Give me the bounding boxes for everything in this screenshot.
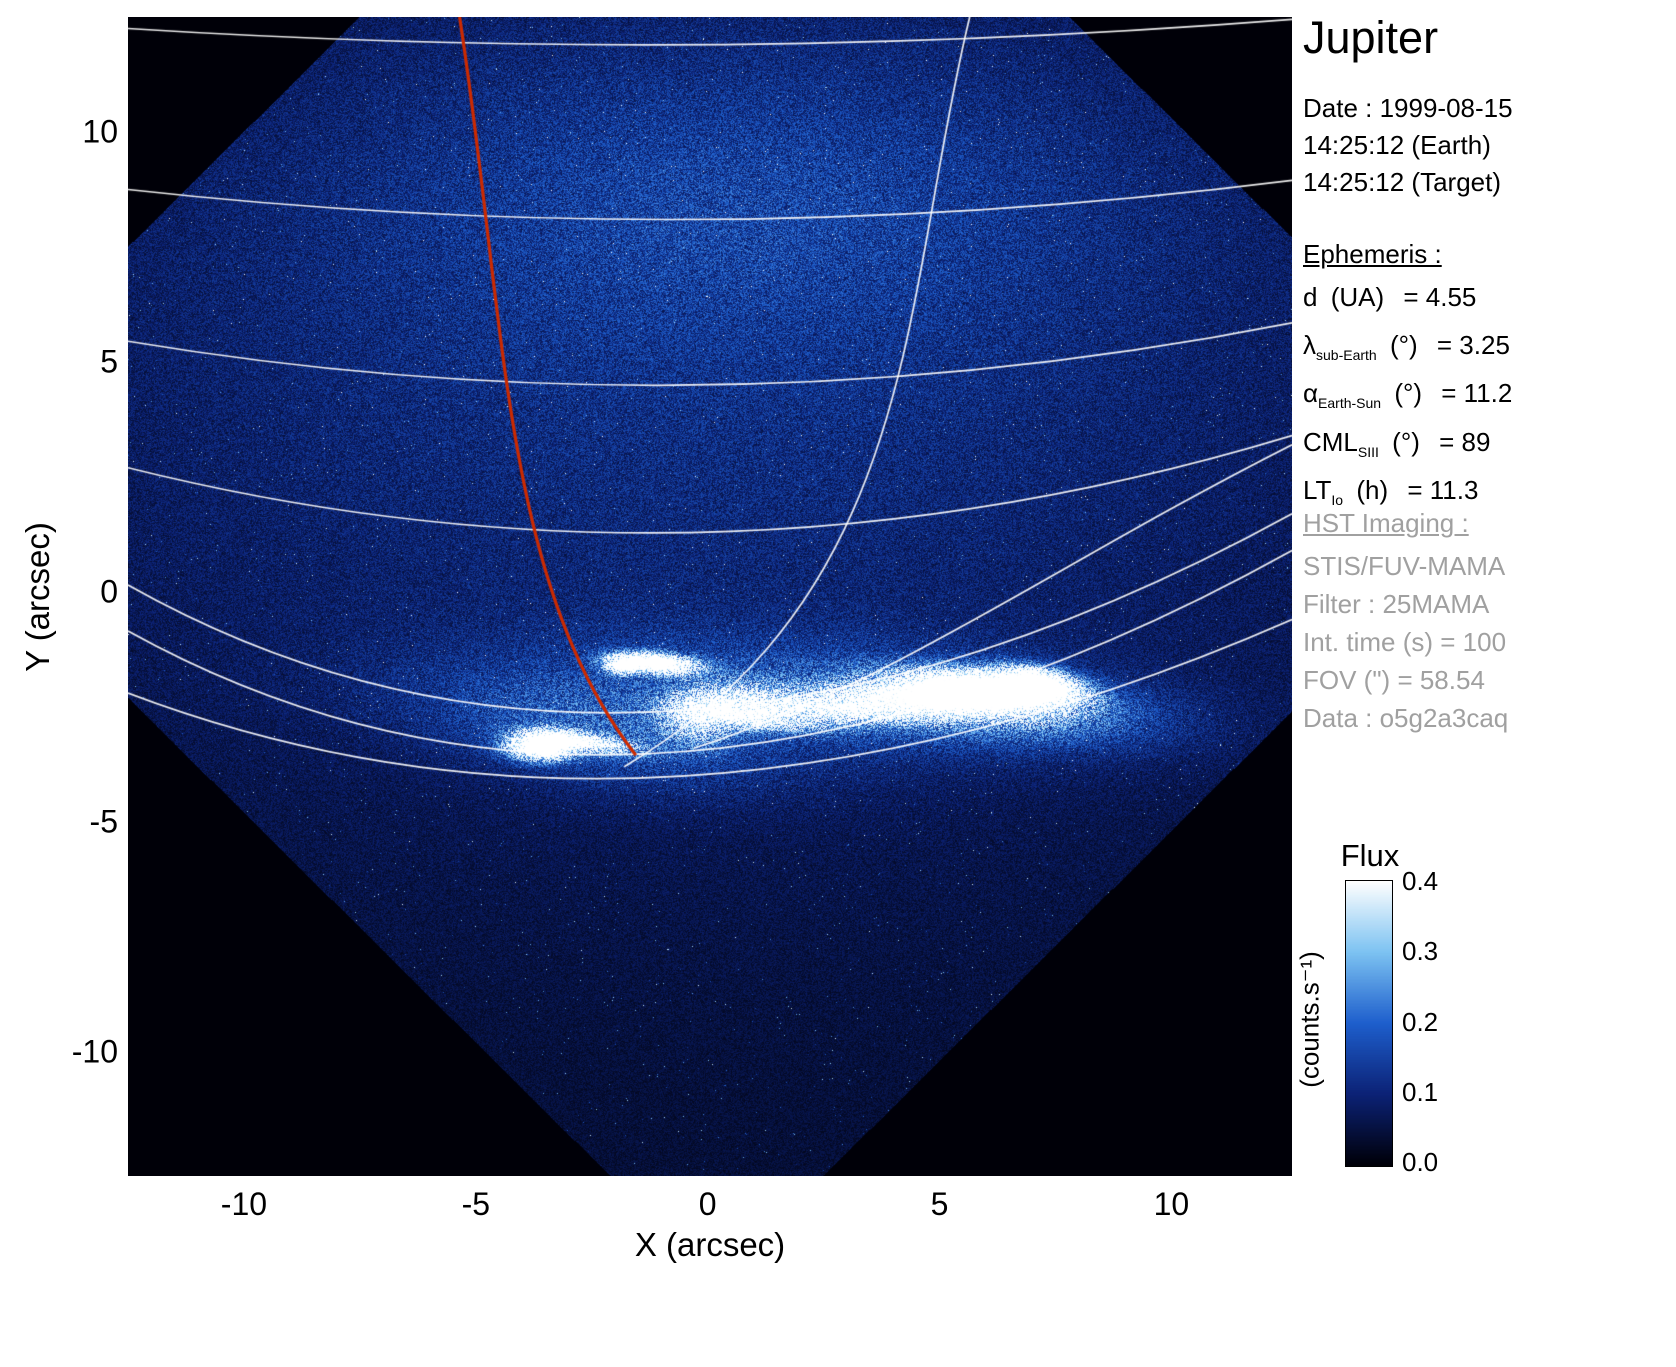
- date-line: Date : 1999-08-15: [1303, 93, 1513, 123]
- hst-imaging-header: HST Imaging :: [1303, 508, 1469, 538]
- ephemeris-row-phase-angle: αEarth-Sun (°) = 11.2: [1303, 374, 1512, 422]
- ephemeris-row-sub-earth-latitude: λsub-Earth (°) = 3.25: [1303, 326, 1512, 374]
- colorbar-tick-label: 0.3: [1402, 936, 1439, 967]
- x-tick-label: 0: [698, 1186, 717, 1222]
- colorbar-tick-label: 0.0: [1402, 1147, 1439, 1177]
- ephemeris-symbol-subscript: Earth-Sun: [1318, 395, 1382, 412]
- ephemeris-symbol-subscript: sub-Earth: [1316, 347, 1377, 364]
- ephemeris-symbol-subscript: Io: [1331, 491, 1344, 508]
- ephemeris-value: = 89: [1439, 426, 1491, 457]
- earth-time-line: 14:25:12 (Earth): [1303, 130, 1491, 160]
- y-tick-label: -10: [71, 1033, 118, 1070]
- ephemeris-symbol: d: [1303, 282, 1318, 312]
- hst-instrument-line: STIS/FUV-MAMA: [1303, 551, 1506, 581]
- y-tick-label: 10: [82, 113, 118, 150]
- hst-filter-line: Filter : 25MAMA: [1303, 589, 1490, 619]
- hst-int-time-line: Int. time (s) = 100: [1303, 627, 1507, 657]
- colorbar: [1345, 880, 1393, 1167]
- ephemeris-value: = 4.55: [1403, 282, 1477, 312]
- hst-fov-line: FOV (") = 58.54: [1303, 665, 1485, 695]
- colorbar-tick-label: 0.1: [1402, 1076, 1439, 1107]
- ephemeris-row-cml: CMLSIII (°) = 89: [1303, 423, 1512, 471]
- y-tick-label: 5: [100, 343, 118, 380]
- y-axis-label: Y (arcsec): [19, 522, 56, 672]
- ephemeris-symbol: λ: [1303, 330, 1316, 361]
- ephemeris-unit: (°): [1392, 426, 1420, 457]
- ephemeris-value: = 3.25: [1436, 330, 1510, 361]
- ephemeris-unit: (h): [1356, 474, 1389, 505]
- jupiter-fuv-image-canvas: [128, 17, 1292, 1176]
- x-tick-label: 5: [930, 1186, 949, 1222]
- ephemeris-row-distance: d (UA) = 4.55: [1303, 278, 1512, 326]
- x-axis-label: X (arcsec): [634, 1226, 786, 1263]
- ephemeris-unit: (°): [1394, 378, 1423, 409]
- colorbar-tick-label: 0.4: [1402, 866, 1439, 896]
- x-tick-label: -5: [461, 1186, 491, 1222]
- ephemeris-value: = 11.2: [1441, 378, 1513, 409]
- ephemeris-block: Ephemeris : d (UA) = 4.55 λsub-Earth (°)…: [1303, 234, 1512, 519]
- x-tick-label: 10: [1153, 1186, 1190, 1222]
- ephemeris-symbol-subscript: SIII: [1357, 443, 1379, 460]
- ephemeris-symbol: α: [1303, 378, 1319, 409]
- ephemeris-value: = 11.3: [1407, 474, 1479, 505]
- ephemeris-unit: (UA): [1330, 282, 1385, 312]
- colorbar-units-label: (counts.s⁻¹): [1294, 951, 1325, 1088]
- ephemeris-header: Ephemeris :: [1303, 239, 1442, 269]
- y-tick-label: -5: [89, 803, 118, 840]
- page-title: Jupiter: [1303, 12, 1439, 63]
- x-axis-ticks: -10 -5 0 5 10: [128, 1186, 1292, 1226]
- hst-data-id-line: Data : o5g2a3caq: [1303, 703, 1509, 733]
- y-axis-ticks: -10 -5 0 5 10: [0, 17, 120, 1176]
- colorbar-title: Flux: [1340, 838, 1400, 873]
- ephemeris-unit: (°): [1389, 330, 1418, 361]
- target-time-line: 14:25:12 (Target): [1303, 167, 1502, 197]
- hst-imaging-block: HST Imaging : STIS/FUV-MAMA Filter : 25M…: [1303, 503, 1508, 737]
- colorbar-tick-label: 0.2: [1402, 1006, 1439, 1037]
- colorbar-tick-labels: 0.4 0.3 0.2 0.1 0.0: [1402, 866, 1438, 1178]
- plot-area: [128, 17, 1292, 1176]
- y-tick-label: 0: [100, 573, 118, 610]
- date-block: Date : 1999-08-15 14:25:12 (Earth) 14:25…: [1303, 90, 1513, 201]
- x-tick-label: -10: [220, 1186, 268, 1222]
- ephemeris-symbol: CML: [1303, 426, 1358, 457]
- ephemeris-row-io-local-time: LTIo (h) = 11.3: [1303, 471, 1512, 519]
- ephemeris-symbol: LT: [1303, 474, 1332, 505]
